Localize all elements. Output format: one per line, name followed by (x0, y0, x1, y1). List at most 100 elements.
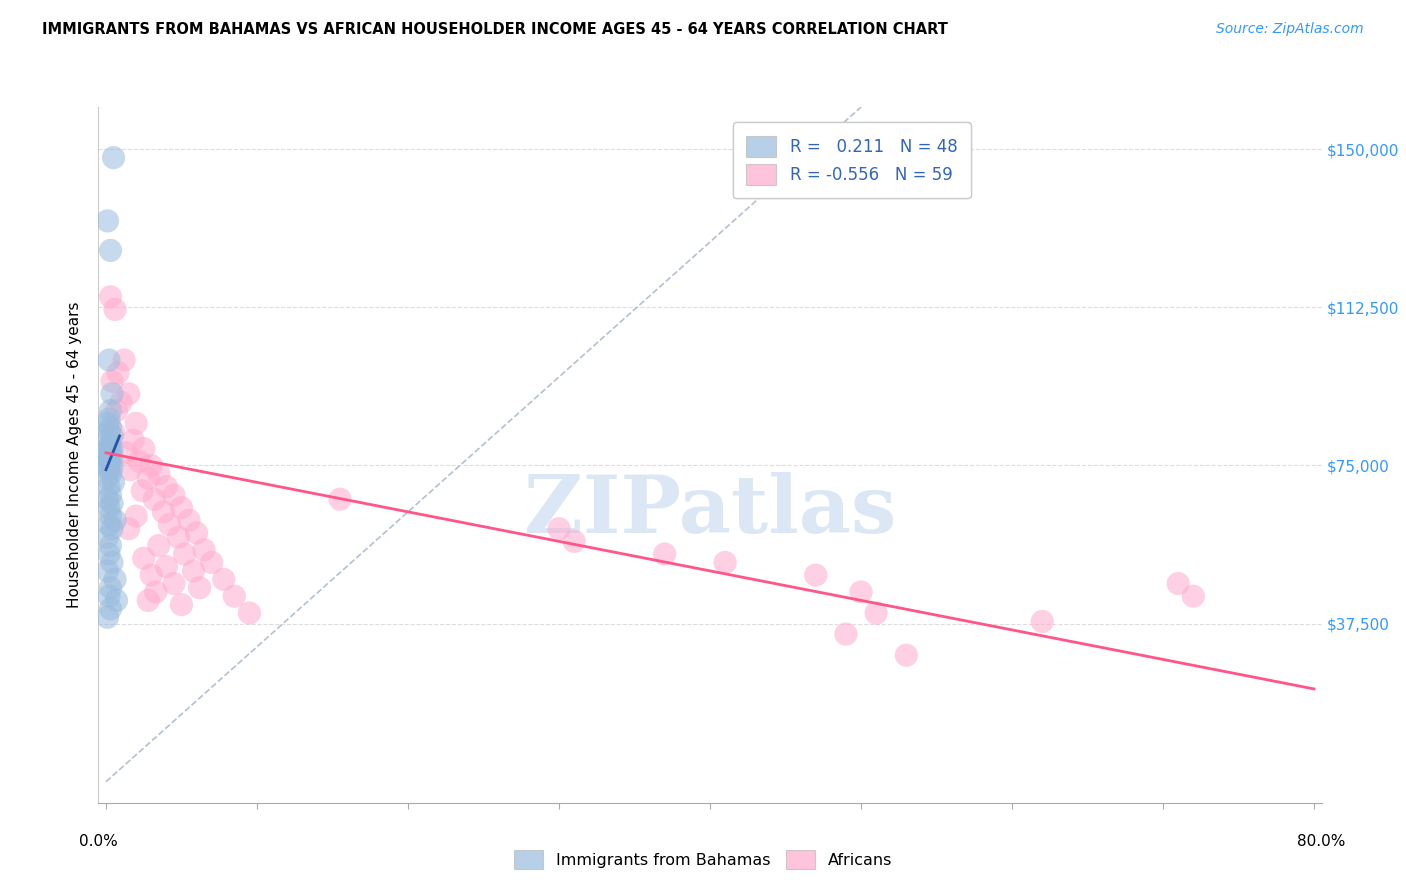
Point (163, 576, 186, 591)
Point (96, 443, 118, 458)
Point (143, 492, 166, 507)
Legend: Immigrants from Bahamas, Africans: Immigrants from Bahamas, Africans (508, 844, 898, 875)
Point (100, 488, 122, 502)
Point (548, 522, 571, 536)
Point (98, 547, 121, 561)
Point (329, 492, 352, 507)
Point (100, 446, 122, 460)
Point (896, 648, 918, 663)
Point (96, 564, 118, 578)
Point (193, 542, 215, 557)
Point (96, 433, 118, 447)
Point (101, 496, 124, 510)
Point (173, 547, 195, 561)
Y-axis label: Householder Income Ages 45 - 64 years: Householder Income Ages 45 - 64 years (67, 301, 83, 608)
Point (100, 290, 122, 304)
Point (152, 505, 174, 519)
Point (186, 525, 208, 540)
Point (120, 463, 142, 477)
Point (105, 593, 128, 607)
Point (100, 420, 122, 434)
Point (101, 386, 124, 401)
Point (183, 564, 205, 578)
Point (132, 551, 155, 566)
Text: 80.0%: 80.0% (1298, 834, 1346, 849)
Point (101, 522, 124, 536)
Point (238, 606, 260, 620)
Point (96, 530, 118, 544)
Point (145, 585, 167, 599)
Point (98, 448, 121, 462)
Point (212, 572, 235, 586)
Point (201, 556, 224, 570)
Point (101, 450, 124, 464)
Point (170, 598, 193, 612)
Point (136, 593, 159, 607)
Point (100, 602, 122, 616)
Text: 0.0%: 0.0% (79, 834, 118, 849)
Point (170, 500, 193, 515)
Point (107, 366, 129, 380)
Legend: R =   0.211   N = 48, R = -0.556   N = 59: R = 0.211 N = 48, R = -0.556 N = 59 (733, 122, 970, 199)
Point (1182, 589, 1205, 603)
Point (98, 440, 121, 454)
Point (224, 589, 246, 603)
Point (100, 539, 122, 553)
Point (98, 425, 121, 439)
Text: ZIPatlas: ZIPatlas (524, 472, 896, 549)
Point (1031, 615, 1053, 629)
Point (101, 374, 124, 388)
Point (104, 572, 127, 586)
Point (96, 458, 118, 473)
Point (157, 517, 180, 532)
Point (96, 471, 118, 485)
Point (98, 353, 121, 368)
Point (96, 610, 118, 624)
Point (148, 467, 170, 481)
Point (1167, 576, 1189, 591)
Point (101, 429, 124, 443)
Point (98, 479, 121, 493)
Point (101, 556, 124, 570)
Point (132, 442, 155, 456)
Point (98, 463, 121, 477)
Point (103, 151, 125, 165)
Point (100, 403, 122, 417)
Point (96, 452, 118, 467)
Point (141, 458, 163, 473)
Point (155, 479, 177, 493)
Point (163, 488, 186, 502)
Point (112, 353, 135, 368)
Point (177, 513, 200, 527)
Point (101, 442, 124, 456)
Point (849, 585, 872, 599)
Point (103, 475, 125, 490)
Point (98, 454, 121, 468)
Point (562, 534, 585, 549)
Point (835, 627, 858, 641)
Point (100, 467, 122, 481)
Point (148, 539, 170, 553)
Point (98, 589, 121, 603)
Point (96, 492, 118, 507)
Point (100, 581, 122, 595)
Point (103, 425, 125, 439)
Point (122, 433, 145, 447)
Point (654, 547, 676, 561)
Point (125, 509, 148, 524)
Point (105, 403, 128, 417)
Point (96, 417, 118, 431)
Point (155, 559, 177, 574)
Point (141, 568, 163, 582)
Point (131, 483, 153, 498)
Point (114, 446, 136, 460)
Point (128, 454, 150, 468)
Point (96, 214, 118, 228)
Point (104, 302, 127, 317)
Point (117, 522, 139, 536)
Point (136, 471, 159, 485)
Text: Source: ZipAtlas.com: Source: ZipAtlas.com (1216, 22, 1364, 37)
Point (98, 517, 121, 532)
Text: IMMIGRANTS FROM BAHAMAS VS AFRICAN HOUSEHOLDER INCOME AGES 45 - 64 YEARS CORRELA: IMMIGRANTS FROM BAHAMAS VS AFRICAN HOUSE… (42, 22, 948, 37)
Point (714, 556, 737, 570)
